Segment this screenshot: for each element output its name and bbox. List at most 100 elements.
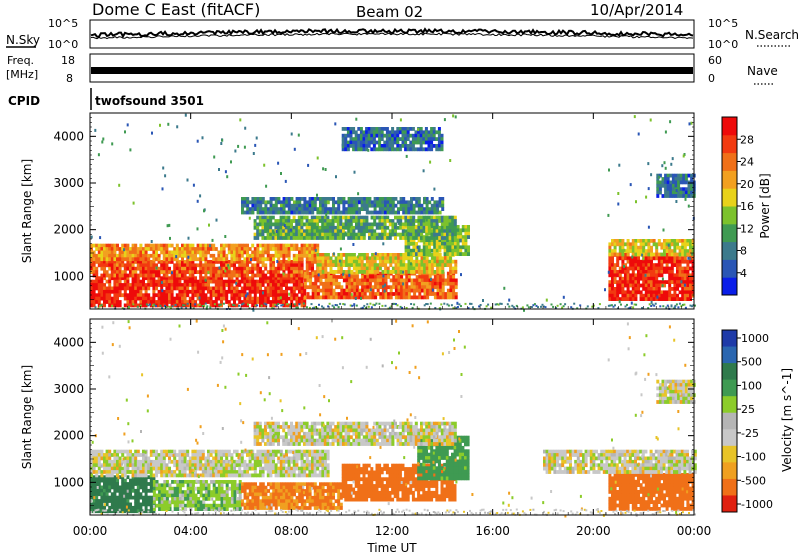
nsky-tick-bottom: 10^0 — [48, 38, 78, 51]
power-cell — [678, 270, 682, 274]
power-cell — [295, 207, 299, 211]
power-cell — [162, 283, 166, 287]
velocity-cell — [92, 488, 96, 493]
velocity-cell — [215, 480, 219, 484]
power-cell — [326, 219, 330, 223]
power-sparse-cell — [645, 195, 648, 199]
power-cell — [259, 257, 262, 262]
power-cell — [334, 200, 338, 205]
power-cell — [352, 259, 356, 264]
power-cell — [407, 210, 411, 215]
velocity-cell — [191, 480, 195, 484]
power-cell — [292, 289, 296, 294]
power-cell — [681, 293, 685, 298]
power-cell — [690, 187, 694, 192]
power-cell — [129, 270, 132, 274]
power-cell — [269, 289, 273, 294]
power-cell — [618, 249, 622, 253]
power-cell — [657, 242, 661, 247]
power-cell — [282, 260, 286, 264]
power-cell — [428, 263, 432, 267]
velocity-cell — [152, 490, 156, 494]
power-cell — [313, 225, 317, 230]
power-cell — [430, 207, 434, 211]
power-cell — [311, 295, 315, 300]
power-cell — [259, 260, 262, 264]
power-cell — [175, 300, 179, 304]
power-cell — [209, 247, 213, 251]
power-cell — [240, 279, 244, 284]
power-cell — [207, 260, 210, 264]
power-cell — [444, 278, 448, 283]
power-cell — [678, 252, 682, 257]
power-cell — [126, 296, 130, 301]
power-cell — [300, 303, 304, 308]
power-sparse-cell — [691, 252, 694, 256]
power-cell — [277, 197, 281, 201]
power-cell — [355, 266, 359, 271]
power-cell — [165, 293, 169, 298]
power-cell — [389, 295, 393, 300]
velocity-cell — [155, 497, 159, 501]
power-cell — [290, 276, 294, 281]
power-cell — [370, 215, 374, 220]
power-cell — [407, 203, 411, 208]
velocity-cell — [210, 503, 214, 508]
power-cell — [363, 200, 367, 205]
power-cell — [279, 243, 283, 248]
power-cell — [160, 270, 164, 274]
power-cell — [690, 194, 694, 198]
velocity-cell — [105, 478, 109, 483]
power-near-cell — [440, 303, 443, 306]
power-cell — [449, 288, 453, 293]
power-cell — [399, 266, 403, 271]
velocity-cell — [186, 503, 190, 508]
power-cell — [375, 225, 379, 230]
power-cell — [337, 266, 341, 271]
power-cell — [674, 173, 678, 178]
power-near-cell — [360, 307, 363, 310]
power-cell — [349, 144, 353, 148]
power-sparse-cell — [656, 295, 659, 299]
power-cell — [678, 273, 682, 278]
power-cell — [235, 270, 239, 274]
power-cell — [381, 232, 384, 237]
power-cell — [256, 273, 260, 278]
power-cell — [147, 296, 151, 301]
power-sparse-cell — [102, 137, 105, 141]
power-cell — [183, 270, 187, 274]
velocity-cell — [152, 480, 156, 484]
power-cell — [394, 292, 398, 296]
power-cell — [225, 270, 229, 274]
power-cell — [298, 257, 301, 262]
power-cell — [404, 200, 408, 205]
velocity-cell — [215, 490, 219, 494]
power-sparse-cell — [433, 187, 436, 191]
power-cell — [436, 295, 440, 300]
power-cell — [297, 232, 301, 237]
velocity-cell — [163, 503, 167, 508]
power-cell — [443, 256, 447, 261]
power-cell — [378, 259, 382, 264]
power-cell — [608, 287, 612, 291]
power-near-cell — [564, 303, 567, 306]
power-cell — [449, 263, 453, 267]
power-cell — [316, 292, 320, 296]
power-cell — [261, 229, 265, 234]
power-near-cell — [222, 302, 225, 305]
power-cell — [391, 210, 395, 215]
power-cell — [388, 236, 392, 240]
power-near-cell — [373, 304, 376, 307]
power-cell — [660, 242, 664, 247]
power-cell — [235, 257, 239, 262]
power-cell — [385, 140, 389, 145]
power-cell — [673, 245, 677, 250]
velocity-cell — [217, 497, 221, 501]
power-cell — [188, 250, 192, 255]
power-cell — [384, 266, 388, 271]
power-cell — [144, 263, 148, 268]
power-cell — [352, 137, 356, 141]
power-near-cell — [556, 304, 559, 307]
power-near-cell — [629, 306, 632, 309]
